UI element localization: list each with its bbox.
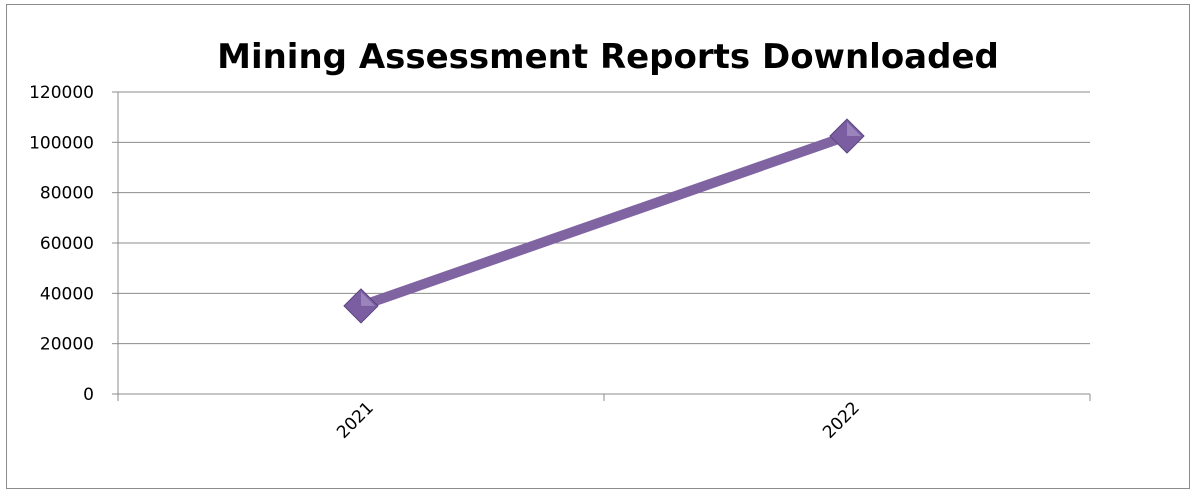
y-tick-label: 20000 [40, 335, 94, 355]
y-tick-label: 60000 [40, 234, 94, 254]
data-point-marker [343, 288, 379, 324]
y-tick-label: 120000 [29, 83, 94, 103]
y-tick-label: 40000 [40, 284, 94, 304]
chart-frame [6, 4, 1190, 489]
series-layer [343, 118, 865, 324]
marker-highlight [361, 291, 375, 306]
marker-highlight [847, 122, 861, 137]
y-tick-label: 0 [83, 385, 94, 405]
x-tick-label: 2021 [333, 398, 378, 443]
y-tick-label: 80000 [40, 184, 94, 204]
series-line [359, 131, 849, 311]
y-tick-labels: 0 20000 40000 60000 80000 100000 120000 [29, 83, 94, 405]
x-tick-labels: 2021 2022 [333, 398, 864, 443]
x-tick-label: 2022 [819, 398, 864, 443]
axis-layer [112, 91, 1091, 401]
data-point-marker [829, 118, 865, 154]
y-tick-label: 100000 [29, 133, 94, 153]
chart-title: Mining Assessment Reports Downloaded [217, 37, 999, 77]
grid-layer [118, 91, 1090, 345]
